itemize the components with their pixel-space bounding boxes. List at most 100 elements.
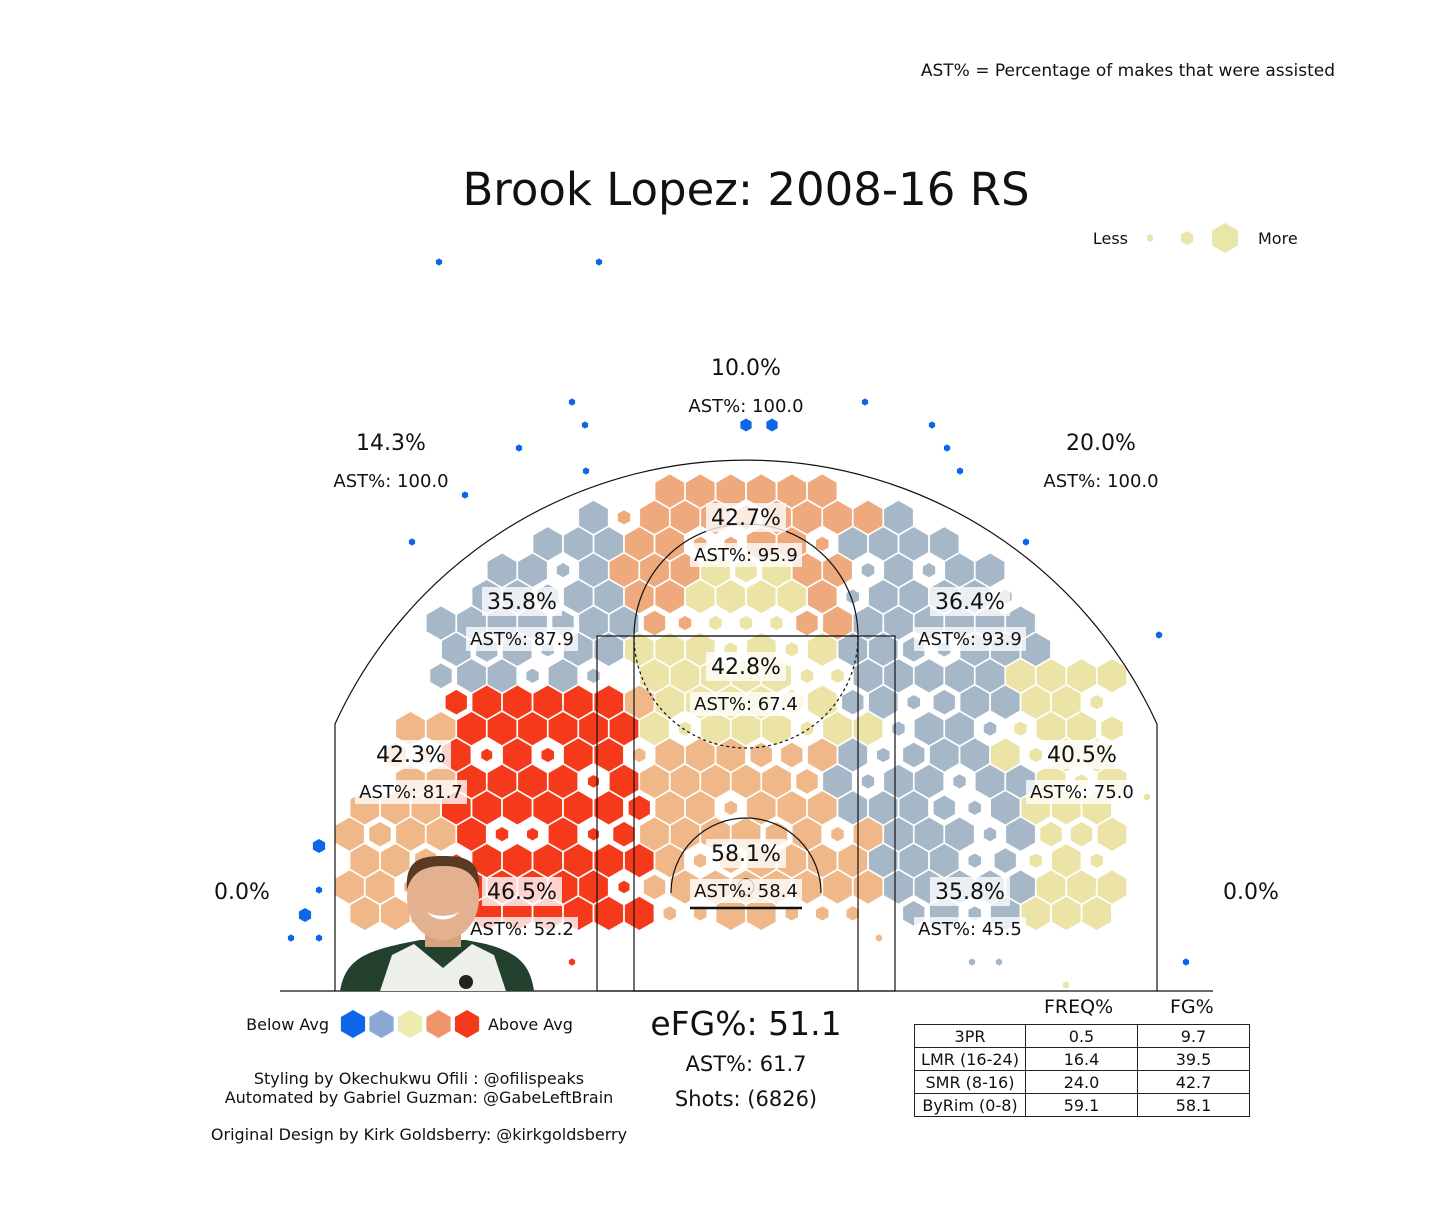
shot-hex <box>806 842 838 879</box>
shot-hex <box>784 905 799 922</box>
shot-hex <box>740 418 752 432</box>
shot-hex <box>654 684 686 720</box>
shot-hex <box>967 852 982 869</box>
shot-hex <box>608 763 640 800</box>
shot-hex <box>883 869 914 905</box>
shot-hex <box>715 578 747 615</box>
shot-hex <box>891 720 906 737</box>
zone-label-wing3-left: 14.3% AST%: 100.0 <box>333 431 448 492</box>
shot-hex <box>1005 816 1036 852</box>
shot-hex <box>913 658 945 694</box>
table-freq-cell: 16.4 <box>1025 1047 1138 1071</box>
shot-hex <box>995 958 1003 966</box>
shot-hex <box>745 578 777 615</box>
shot-hex <box>1069 820 1094 848</box>
color-legend-hex <box>426 1010 451 1038</box>
shot-hex <box>730 763 762 800</box>
shot-hex <box>349 895 381 932</box>
shot-hex <box>989 737 1021 773</box>
shot-hex <box>928 526 960 562</box>
shot-hex <box>693 852 708 869</box>
shot-hex <box>456 658 487 694</box>
zone-label-bg <box>930 587 1010 616</box>
shot-hex <box>429 662 453 690</box>
shot-hex <box>700 710 731 747</box>
table-row: LMR (16-24) 16.4 39.5 <box>914 1047 1250 1071</box>
zone-label-short-left-base: 46.5% AST%: 52.2 <box>466 877 578 941</box>
shot-hex <box>906 693 921 711</box>
size-legend: Less More <box>1093 223 1298 253</box>
table-freq-cell: 0.5 <box>1025 1024 1138 1048</box>
shot-hex <box>867 631 899 668</box>
shot-hex <box>815 535 830 553</box>
shot-hex <box>540 746 555 764</box>
zone-label-mid-center: 42.8% AST%: 67.4 <box>690 652 802 716</box>
shot-hex <box>769 614 784 632</box>
player-jersey-trim <box>380 944 506 991</box>
shot-hex <box>593 578 625 615</box>
table-row: SMR (8-16) 24.0 42.7 <box>914 1070 1250 1094</box>
table-fg-cell: 42.7 <box>1137 1070 1250 1094</box>
zone-fg-label: 36.4% <box>935 590 1005 615</box>
shot-hex <box>408 538 416 546</box>
shot-hex <box>669 763 701 800</box>
shot-hex <box>1005 658 1036 694</box>
ast-summary: AST%: 61.7 <box>686 1052 807 1076</box>
shot-hex <box>425 816 457 852</box>
zone-fg-label: 46.5% <box>487 880 557 905</box>
shot-hex <box>608 552 640 588</box>
shot-hex <box>562 578 594 615</box>
shot-hex <box>1096 869 1128 905</box>
shot-hex <box>578 499 609 536</box>
shot-hex <box>708 614 723 632</box>
zone-label-bg <box>482 877 562 906</box>
shot-hex <box>830 667 845 685</box>
table-row: 3PR 0.5 9.7 <box>914 1024 1250 1048</box>
zone-label-bg <box>1026 780 1138 804</box>
shot-hex <box>379 842 411 879</box>
shot-hex <box>532 684 564 720</box>
shot-hex <box>883 658 914 694</box>
player-face <box>407 856 479 940</box>
zone-fg-label: 20.0% <box>1066 431 1136 456</box>
shot-hex <box>515 444 523 452</box>
shot-hex <box>852 816 884 852</box>
shot-hex <box>608 710 640 747</box>
zone-fg-label: 58.1% <box>711 842 781 867</box>
shot-hex <box>875 934 883 942</box>
shot-hex <box>982 720 998 737</box>
zone-label-rim: 58.1% AST%: 58.4 <box>690 839 802 903</box>
zone-label-bg <box>706 652 786 681</box>
shot-hex <box>547 710 579 747</box>
shot-hex <box>654 790 686 826</box>
zone-label-bg <box>690 692 802 716</box>
zone-fg-label: 10.0% <box>711 356 781 381</box>
shot-hex <box>444 688 468 716</box>
zone-ast-label: AST%: 87.9 <box>470 629 574 650</box>
shot-hex <box>486 710 518 747</box>
shot-hex <box>525 667 540 685</box>
zone-label-corner3-right: 0.0% <box>1223 880 1279 905</box>
shot-hex <box>517 763 548 800</box>
zone-fg-label: 14.3% <box>356 431 426 456</box>
table-header-fg: FG% <box>1170 996 1214 1018</box>
shot-hex <box>486 658 518 694</box>
shot-hex <box>677 720 693 737</box>
zone-labels: 0.0%14.3%AST%: 100.010.0%AST%: 100.020.0… <box>214 356 1279 941</box>
shot-hex <box>315 934 323 942</box>
shot-hex <box>349 842 381 879</box>
shot-hex <box>623 631 655 668</box>
zone-ast-label: AST%: 67.4 <box>694 694 798 715</box>
shot-hex <box>867 842 899 879</box>
jersey-logo <box>459 975 473 989</box>
shot-hex <box>898 578 930 615</box>
zone-label-long-left-base: 42.3% AST%: 81.7 <box>355 740 467 804</box>
table-fg-cell: 58.1 <box>1137 1093 1250 1117</box>
color-legend-hex <box>454 1010 480 1038</box>
shot-hex <box>861 398 869 406</box>
shot-hex <box>623 578 655 615</box>
shot-hex <box>749 741 773 769</box>
shot-hex <box>799 720 815 737</box>
zone-ast-label: AST%: 93.9 <box>918 629 1022 650</box>
shot-hex <box>837 526 869 562</box>
